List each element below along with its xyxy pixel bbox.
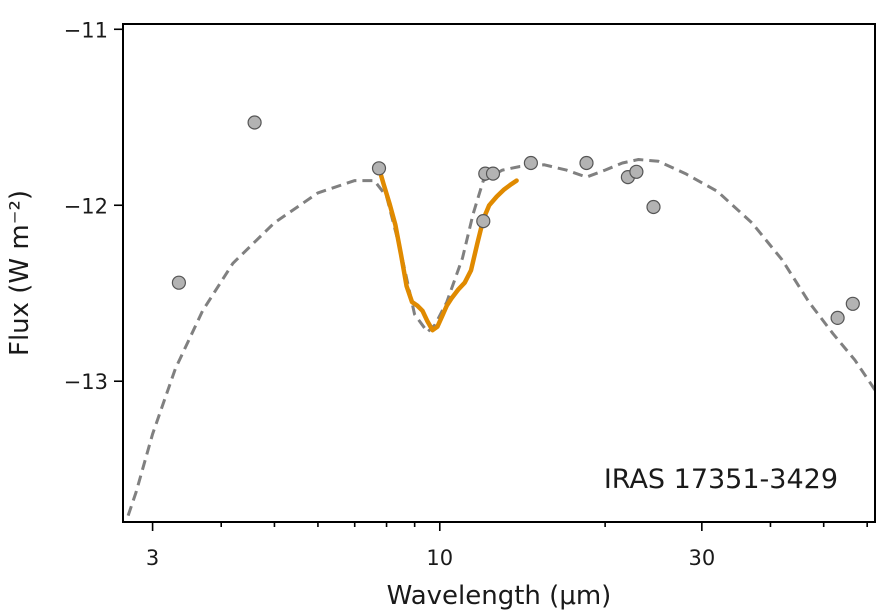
photometry-point [830, 310, 845, 325]
x-tick-label: 3 [146, 546, 159, 570]
y-tick-label: −11 [64, 18, 108, 42]
plot-frame [122, 23, 876, 523]
photometry-point [523, 155, 539, 171]
plot-area [124, 115, 875, 522]
spectrum-line [376, 166, 519, 333]
photometry-point [485, 166, 501, 181]
axis-ticks: 3 10 30 −11 −12 −13 [64, 18, 868, 570]
photometry-point [845, 296, 860, 311]
y-axis-title: Flux (W m⁻²) [5, 190, 35, 356]
x-tick-label: 30 [688, 546, 715, 570]
photometry-point [171, 275, 186, 290]
model-sed-line [124, 158, 875, 522]
photometry-point [476, 214, 491, 229]
photometry-point [579, 155, 594, 171]
object-name-annotation: IRAS 17351-3429 [604, 464, 838, 495]
photometry-point [247, 115, 262, 130]
y-tick-label: −13 [64, 370, 108, 394]
photometry-point [629, 164, 644, 179]
photometry-point [371, 161, 387, 176]
y-tick-label: −12 [64, 194, 108, 218]
x-tick-label: 10 [426, 546, 453, 570]
photometry-point [646, 199, 661, 215]
x-axis-title: Wavelength (μm) [387, 581, 612, 611]
